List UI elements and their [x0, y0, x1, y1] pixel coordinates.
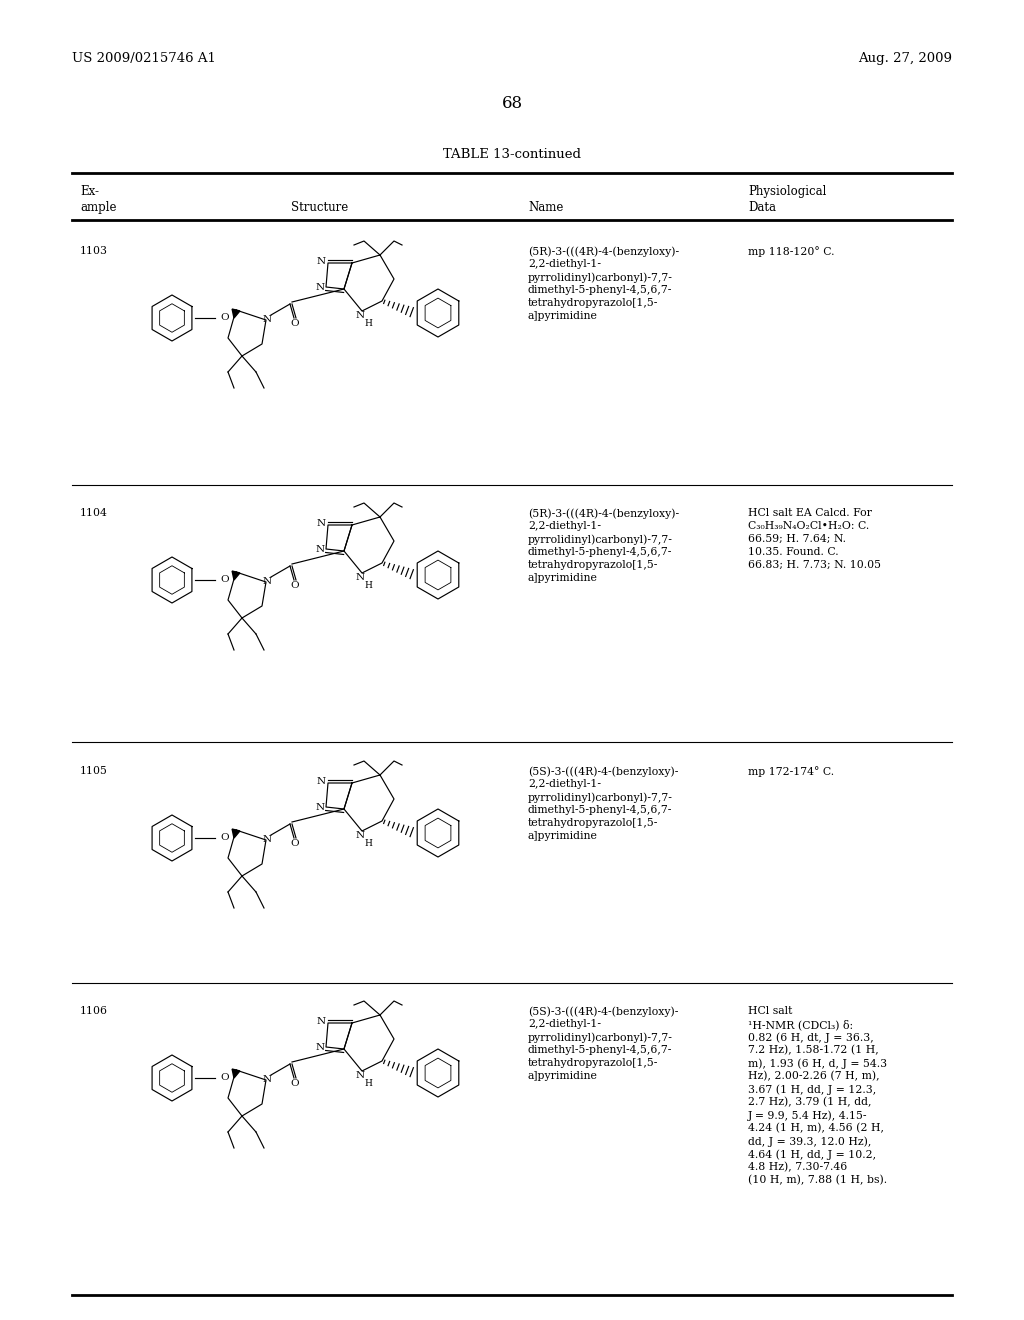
Text: 2.7 Hz), 3.79 (1 H, dd,: 2.7 Hz), 3.79 (1 H, dd, [748, 1097, 871, 1107]
Text: 1103: 1103 [80, 246, 108, 256]
Text: a]pyrimidine: a]pyrimidine [528, 832, 598, 841]
Text: O: O [221, 576, 229, 585]
Text: a]pyrimidine: a]pyrimidine [528, 573, 598, 583]
Polygon shape [232, 1069, 240, 1078]
Text: 4.8 Hz), 7.30-7.46: 4.8 Hz), 7.30-7.46 [748, 1162, 847, 1172]
Text: (5R)-3-(((4R)-4-(benzyloxy)-: (5R)-3-(((4R)-4-(benzyloxy)- [528, 246, 679, 256]
Text: N: N [316, 519, 326, 528]
Text: Ex-: Ex- [80, 185, 99, 198]
Text: N: N [315, 284, 325, 293]
Text: 2,2-diethyl-1-: 2,2-diethyl-1- [528, 521, 601, 531]
Text: tetrahydropyrazolo[1,5-: tetrahydropyrazolo[1,5- [528, 298, 658, 308]
Text: 1106: 1106 [80, 1006, 108, 1016]
Text: pyrrolidinyl)carbonyl)-7,7-: pyrrolidinyl)carbonyl)-7,7- [528, 535, 673, 545]
Text: O: O [291, 319, 299, 329]
Text: N: N [355, 1072, 365, 1081]
Text: N: N [315, 804, 325, 813]
Text: tetrahydropyrazolo[1,5-: tetrahydropyrazolo[1,5- [528, 560, 658, 570]
Text: (5S)-3-(((4R)-4-(benzyloxy)-: (5S)-3-(((4R)-4-(benzyloxy)- [528, 1006, 678, 1016]
Text: m), 1.93 (6 H, d, J = 54.3: m), 1.93 (6 H, d, J = 54.3 [748, 1059, 887, 1069]
Text: dimethyl-5-phenyl-4,5,6,7-: dimethyl-5-phenyl-4,5,6,7- [528, 805, 673, 814]
Text: 66.83; H. 7.73; N. 10.05: 66.83; H. 7.73; N. 10.05 [748, 560, 881, 570]
Text: H: H [365, 1078, 372, 1088]
Text: N: N [316, 1016, 326, 1026]
Text: mp 118-120° C.: mp 118-120° C. [748, 246, 835, 257]
Text: 2,2-diethyl-1-: 2,2-diethyl-1- [528, 259, 601, 269]
Text: C₃₀H₃₉N₄O₂Cl•H₂O: C.: C₃₀H₃₉N₄O₂Cl•H₂O: C. [748, 521, 869, 531]
Text: a]pyrimidine: a]pyrimidine [528, 1071, 598, 1081]
Text: 1104: 1104 [80, 508, 108, 517]
Text: N: N [262, 314, 271, 323]
Text: mp 172-174° C.: mp 172-174° C. [748, 766, 835, 777]
Text: Name: Name [528, 201, 563, 214]
Text: HCl salt EA Calcd. For: HCl salt EA Calcd. For [748, 508, 871, 517]
Text: N: N [355, 573, 365, 582]
Text: TABLE 13-continued: TABLE 13-continued [443, 148, 581, 161]
Text: (10 H, m), 7.88 (1 H, bs).: (10 H, m), 7.88 (1 H, bs). [748, 1175, 887, 1185]
Text: O: O [221, 833, 229, 842]
Text: N: N [316, 256, 326, 265]
Text: Structure: Structure [292, 201, 348, 214]
Text: 0.82 (6 H, dt, J = 36.3,: 0.82 (6 H, dt, J = 36.3, [748, 1032, 873, 1043]
Text: J = 9.9, 5.4 Hz), 4.15-: J = 9.9, 5.4 Hz), 4.15- [748, 1110, 867, 1121]
Text: dimethyl-5-phenyl-4,5,6,7-: dimethyl-5-phenyl-4,5,6,7- [528, 546, 673, 557]
Text: N: N [315, 1044, 325, 1052]
Text: N: N [262, 1074, 271, 1084]
Text: 68: 68 [502, 95, 522, 112]
Text: O: O [291, 840, 299, 849]
Text: a]pyrimidine: a]pyrimidine [528, 312, 598, 321]
Text: N: N [316, 776, 326, 785]
Text: 4.24 (1 H, m), 4.56 (2 H,: 4.24 (1 H, m), 4.56 (2 H, [748, 1123, 884, 1134]
Text: 7.2 Hz), 1.58-1.72 (1 H,: 7.2 Hz), 1.58-1.72 (1 H, [748, 1045, 879, 1056]
Text: N: N [355, 832, 365, 841]
Text: N: N [355, 312, 365, 321]
Text: O: O [221, 1073, 229, 1082]
Text: 1105: 1105 [80, 766, 108, 776]
Polygon shape [232, 309, 240, 318]
Text: (5S)-3-(((4R)-4-(benzyloxy)-: (5S)-3-(((4R)-4-(benzyloxy)- [528, 766, 678, 776]
Text: Hz), 2.00-2.26 (7 H, m),: Hz), 2.00-2.26 (7 H, m), [748, 1071, 880, 1081]
Text: O: O [221, 314, 229, 322]
Text: 4.64 (1 H, dd, J = 10.2,: 4.64 (1 H, dd, J = 10.2, [748, 1148, 877, 1159]
Text: 66.59; H. 7.64; N.: 66.59; H. 7.64; N. [748, 535, 846, 544]
Text: H: H [365, 581, 372, 590]
Text: 2,2-diethyl-1-: 2,2-diethyl-1- [528, 779, 601, 789]
Text: 10.35. Found. C.: 10.35. Found. C. [748, 546, 839, 557]
Text: pyrrolidinyl)carbonyl)-7,7-: pyrrolidinyl)carbonyl)-7,7- [528, 272, 673, 282]
Text: 2,2-diethyl-1-: 2,2-diethyl-1- [528, 1019, 601, 1030]
Text: pyrrolidinyl)carbonyl)-7,7-: pyrrolidinyl)carbonyl)-7,7- [528, 1032, 673, 1043]
Text: US 2009/0215746 A1: US 2009/0215746 A1 [72, 51, 216, 65]
Text: HCl salt: HCl salt [748, 1006, 793, 1016]
Text: N: N [262, 834, 271, 843]
Text: dd, J = 39.3, 12.0 Hz),: dd, J = 39.3, 12.0 Hz), [748, 1137, 871, 1147]
Text: tetrahydropyrazolo[1,5-: tetrahydropyrazolo[1,5- [528, 818, 658, 828]
Text: Data: Data [748, 201, 776, 214]
Text: Physiological: Physiological [748, 185, 826, 198]
Text: dimethyl-5-phenyl-4,5,6,7-: dimethyl-5-phenyl-4,5,6,7- [528, 285, 673, 294]
Text: pyrrolidinyl)carbonyl)-7,7-: pyrrolidinyl)carbonyl)-7,7- [528, 792, 673, 803]
Text: O: O [291, 582, 299, 590]
Text: Aug. 27, 2009: Aug. 27, 2009 [858, 51, 952, 65]
Text: dimethyl-5-phenyl-4,5,6,7-: dimethyl-5-phenyl-4,5,6,7- [528, 1045, 673, 1055]
Text: (5R)-3-(((4R)-4-(benzyloxy)-: (5R)-3-(((4R)-4-(benzyloxy)- [528, 508, 679, 519]
Text: N: N [262, 577, 271, 586]
Text: O: O [291, 1080, 299, 1089]
Text: N: N [315, 545, 325, 554]
Polygon shape [232, 572, 240, 579]
Text: H: H [365, 318, 372, 327]
Text: 3.67 (1 H, dd, J = 12.3,: 3.67 (1 H, dd, J = 12.3, [748, 1084, 877, 1094]
Text: ¹H-NMR (CDCl₃) δ:: ¹H-NMR (CDCl₃) δ: [748, 1019, 853, 1030]
Text: ample: ample [80, 201, 117, 214]
Text: H: H [365, 838, 372, 847]
Polygon shape [232, 829, 240, 838]
Text: tetrahydropyrazolo[1,5-: tetrahydropyrazolo[1,5- [528, 1059, 658, 1068]
